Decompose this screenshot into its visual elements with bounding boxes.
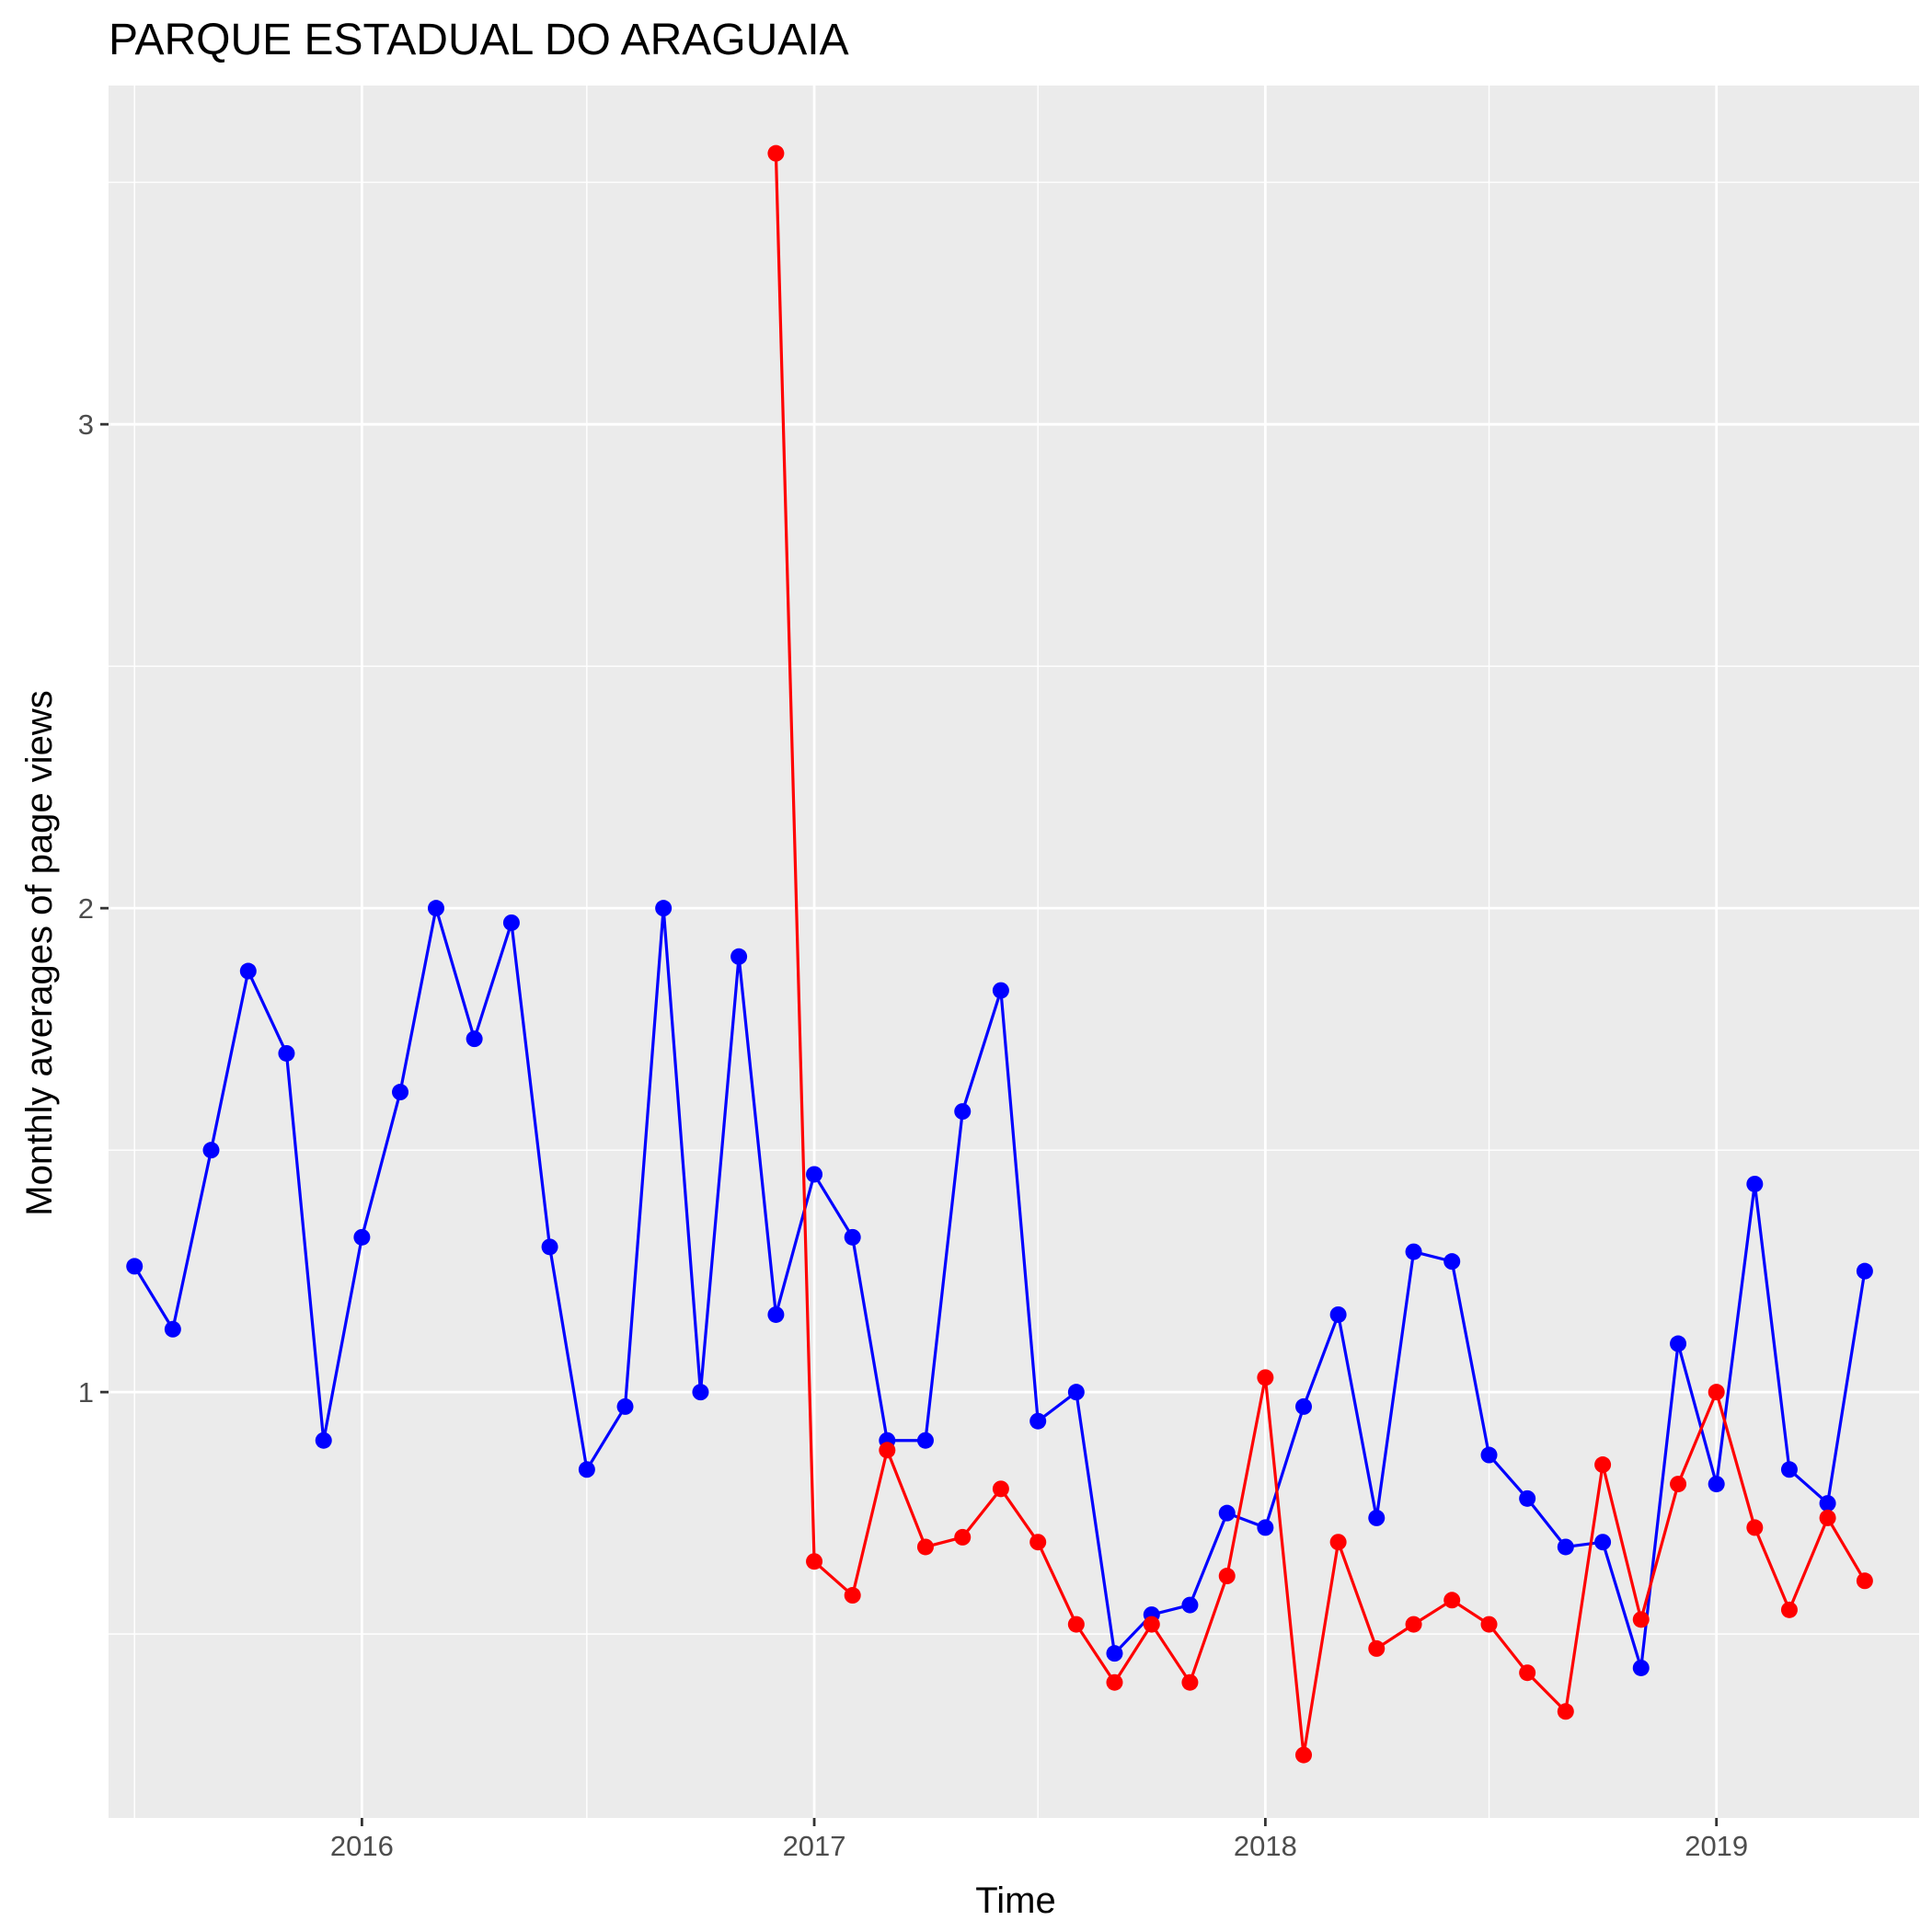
data-point [1143, 1616, 1160, 1633]
data-point [1218, 1568, 1236, 1585]
y-tick-label: 2 [78, 892, 94, 925]
data-point [1632, 1659, 1650, 1676]
data-point [1106, 1645, 1123, 1662]
data-point [1856, 1262, 1873, 1280]
data-point [1708, 1384, 1725, 1401]
data-point [1257, 1369, 1274, 1386]
data-point [1067, 1616, 1085, 1633]
data-point [879, 1442, 896, 1459]
data-point [1443, 1253, 1461, 1271]
axis-ticks [100, 422, 1719, 1826]
data-point [916, 1538, 934, 1556]
data-point [1405, 1243, 1422, 1260]
data-point [164, 1320, 181, 1338]
x-tick-label: 2019 [1685, 1830, 1748, 1862]
data-point [1594, 1534, 1612, 1551]
data-point [1067, 1384, 1085, 1401]
data-point [1819, 1495, 1836, 1512]
data-point [541, 1238, 558, 1256]
data-point [1557, 1538, 1574, 1556]
data-point [1480, 1616, 1498, 1633]
data-point [1632, 1611, 1650, 1628]
data-point [844, 1228, 861, 1246]
data-point [1257, 1519, 1274, 1536]
chart-title: PARQUE ESTADUAL DO ARAGUAIA [109, 16, 849, 64]
data-point [1181, 1673, 1199, 1691]
data-point [202, 1142, 220, 1159]
plot-panel [109, 86, 1919, 1818]
data-point [1819, 1509, 1836, 1526]
data-point [427, 900, 444, 917]
data-point [954, 1528, 972, 1546]
data-point [1746, 1519, 1764, 1536]
y-axis-title: Monthly averages of page views [19, 690, 60, 1215]
data-point [1329, 1305, 1347, 1323]
data-point [655, 900, 673, 917]
series-layer [126, 144, 1873, 1764]
data-point [1295, 1746, 1313, 1764]
x-tick-label: 2018 [1234, 1830, 1297, 1862]
data-point [806, 1166, 823, 1183]
data-point [992, 1480, 1009, 1498]
data-point [767, 1305, 785, 1323]
data-point [1405, 1616, 1422, 1633]
y-tick-label: 3 [78, 408, 94, 441]
x-tick-label: 2016 [330, 1830, 394, 1862]
data-point [126, 1258, 144, 1275]
data-point [278, 1044, 295, 1062]
data-point [1029, 1412, 1047, 1430]
data-point [1295, 1397, 1313, 1415]
data-point [1519, 1489, 1536, 1507]
data-point [1329, 1534, 1347, 1551]
data-point [806, 1553, 823, 1570]
data-point [916, 1432, 934, 1449]
data-point [578, 1461, 595, 1478]
data-point [1106, 1673, 1123, 1691]
y-tick-label: 1 [78, 1376, 94, 1409]
data-point [1780, 1601, 1798, 1618]
data-point [1557, 1703, 1574, 1720]
data-point [844, 1587, 861, 1604]
data-point [1443, 1592, 1461, 1609]
data-point [1708, 1476, 1725, 1493]
series-1 [767, 144, 1873, 1764]
data-point [1519, 1664, 1536, 1682]
data-point [954, 1103, 972, 1121]
data-point [502, 914, 520, 931]
data-point [1780, 1461, 1798, 1478]
data-point [616, 1397, 634, 1415]
data-point [992, 982, 1009, 999]
data-point [1218, 1504, 1236, 1522]
data-point [692, 1384, 709, 1401]
data-point [730, 948, 748, 965]
data-point [1670, 1476, 1687, 1493]
data-point [239, 962, 257, 980]
data-point [1181, 1596, 1199, 1614]
data-point [1670, 1335, 1687, 1352]
data-point [1480, 1446, 1498, 1464]
data-point [1368, 1509, 1386, 1526]
data-point [1746, 1175, 1764, 1192]
data-point [767, 144, 785, 162]
data-point [1856, 1572, 1873, 1590]
data-point [392, 1084, 409, 1101]
x-axis-title: Time [975, 1880, 1055, 1921]
data-point [1029, 1534, 1047, 1551]
data-point [1594, 1456, 1612, 1474]
tick-labels: 2016 2017 2018 2019 1 2 3 [78, 408, 1748, 1862]
series-0 [126, 900, 1873, 1676]
x-tick-label: 2017 [783, 1830, 846, 1862]
data-point [1368, 1639, 1386, 1657]
data-point [353, 1228, 371, 1246]
data-point [315, 1432, 332, 1449]
data-point [466, 1030, 483, 1048]
